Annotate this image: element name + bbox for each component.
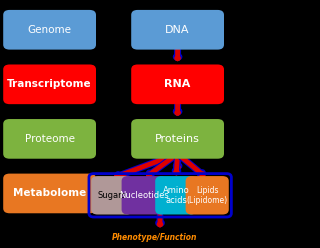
FancyBboxPatch shape	[91, 176, 133, 215]
FancyBboxPatch shape	[186, 176, 229, 215]
Text: Proteins: Proteins	[155, 134, 200, 144]
FancyBboxPatch shape	[3, 10, 96, 50]
FancyBboxPatch shape	[155, 176, 197, 215]
Text: Nucleotides: Nucleotides	[119, 191, 169, 200]
Text: Transcriptome: Transcriptome	[7, 79, 92, 89]
Text: RNA: RNA	[164, 79, 191, 89]
Text: Proteome: Proteome	[25, 134, 75, 144]
Text: DNA: DNA	[165, 25, 190, 35]
FancyBboxPatch shape	[131, 64, 224, 104]
Text: Phenotype/Function: Phenotype/Function	[112, 233, 197, 242]
FancyBboxPatch shape	[131, 10, 224, 50]
FancyBboxPatch shape	[3, 64, 96, 104]
Text: Metabolome: Metabolome	[13, 188, 86, 198]
FancyBboxPatch shape	[131, 119, 224, 159]
Text: Amino
acids: Amino acids	[163, 186, 189, 205]
Text: Sugars: Sugars	[98, 191, 126, 200]
FancyBboxPatch shape	[3, 174, 96, 213]
FancyBboxPatch shape	[122, 176, 166, 215]
FancyBboxPatch shape	[3, 119, 96, 159]
Text: Genome: Genome	[28, 25, 72, 35]
Text: Lipids
(Lipidome): Lipids (Lipidome)	[187, 186, 228, 205]
